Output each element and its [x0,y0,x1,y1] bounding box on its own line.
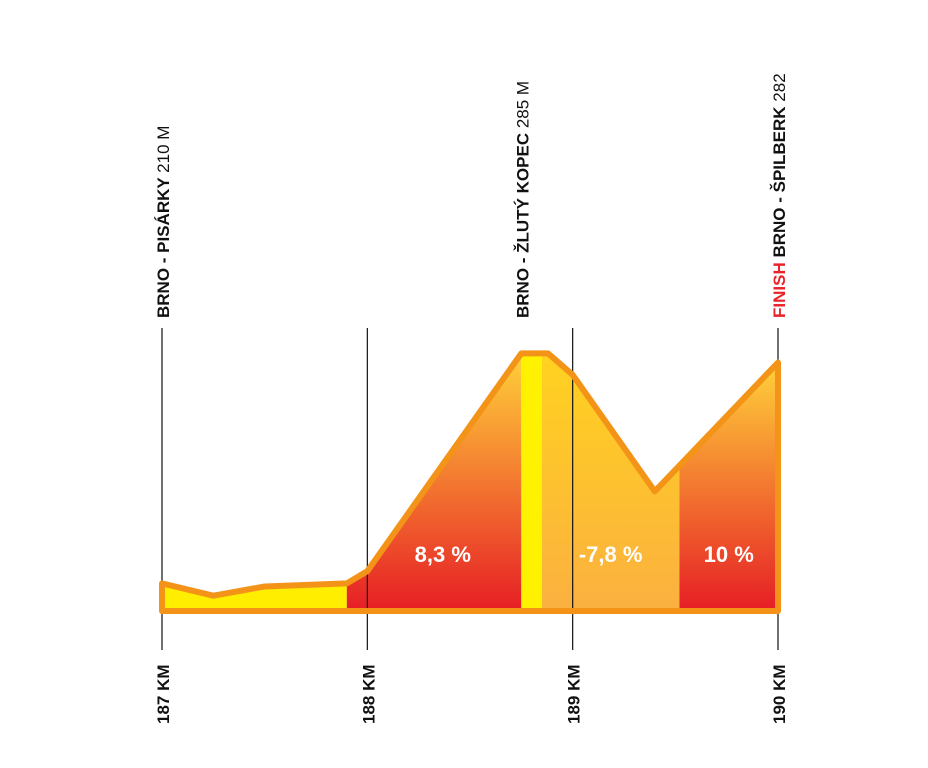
profile-outline-layer [159,350,781,614]
profile-fills [162,353,778,611]
profile-outline [159,350,781,614]
km-tick-label: 190 KM [770,664,789,724]
waypoint-name: BRNO - ŽLUTÝ KOPEC [513,128,532,318]
grade-label: -7,8 % [579,542,643,567]
gradient-labels: 8,3 % -7,8 % 10 % [415,542,754,567]
segment-fill-flat [162,583,347,611]
km-tick-labels: 187 KM 188 KM 189 KM 190 KM [154,664,789,724]
grade-label: 8,3 % [415,542,471,567]
waypoint-label: BRNO - PISÁRKY 210 M [154,126,173,318]
waypoint-label: FINISH BRNO - ŠPILBERK 282 [770,73,789,318]
waypoint-name: BRNO - ŠPILBERK [770,102,789,258]
segment-fill-climb [679,362,778,611]
waypoint-labels: BRNO - PISÁRKY 210 M BRNO - ŽLUTÝ KOPEC 2… [154,73,789,318]
waypoint-label: BRNO - ŽLUTÝ KOPEC 285 M [513,81,532,318]
waypoint-elevation: 282 [770,73,789,101]
waypoint-elevation: 285 M [513,81,532,128]
km-tick-label: 189 KM [565,664,584,724]
waypoint-name: BRNO - PISÁRKY [154,173,173,318]
segment-fill-descent [541,353,680,611]
km-tick-label: 188 KM [359,664,378,724]
waypoint-elevation: 210 M [154,126,173,173]
segment-fill-summit [521,353,542,611]
km-tick-label: 187 KM [154,664,173,724]
finish-label: FINISH [770,258,789,318]
grade-label: 10 % [704,542,754,567]
